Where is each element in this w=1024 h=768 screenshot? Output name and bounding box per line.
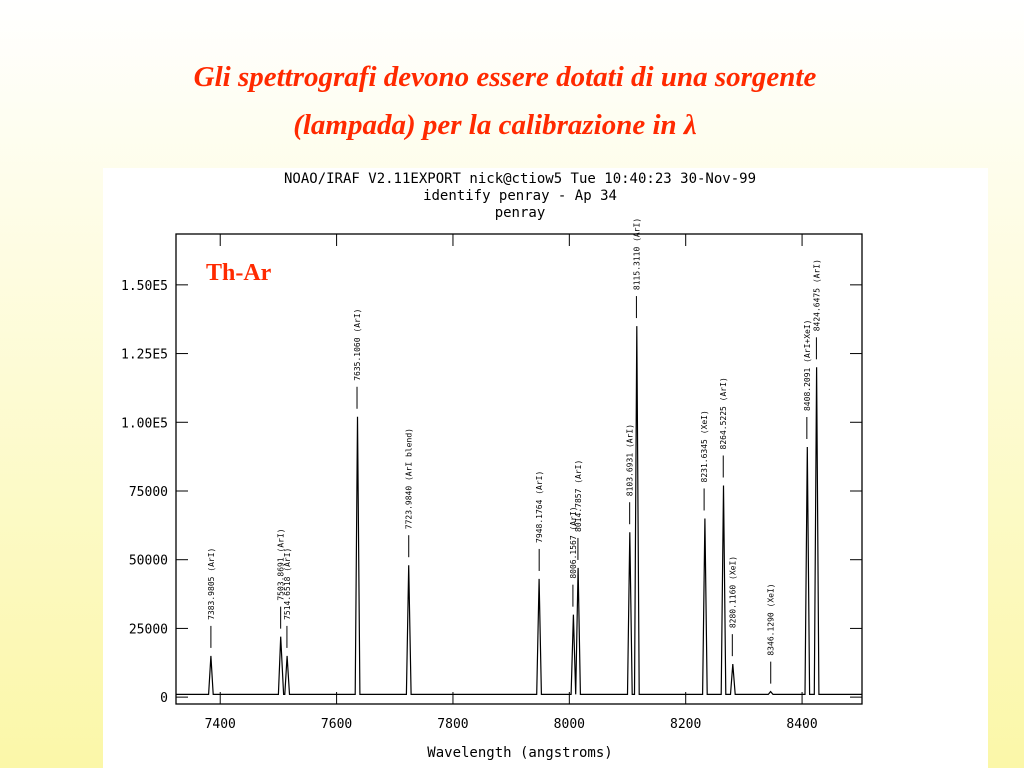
line-id-label: 7383.9805 (ArI) bbox=[207, 548, 216, 620]
line-id-label: 7723.9840 (ArI blend) bbox=[405, 428, 414, 529]
line-id-label: 8014.7857 (ArI) bbox=[574, 460, 583, 532]
slide-title: Gli spettrografi devono essere dotati di… bbox=[194, 61, 817, 93]
chart: NOAO/IRAF V2.11EXPORT nick@ctiow5 Tue 10… bbox=[121, 171, 863, 761]
line-id-label: 7948.1764 (ArI) bbox=[535, 471, 544, 543]
x-tick-label: 8000 bbox=[554, 717, 585, 732]
y-tick-label: 25000 bbox=[129, 622, 168, 637]
slide-title: (lampada) per la calibrazione in λ bbox=[293, 109, 697, 141]
spectrum-line bbox=[176, 326, 862, 695]
chart-header: NOAO/IRAF V2.11EXPORT nick@ctiow5 Tue 10… bbox=[284, 171, 756, 187]
line-id-label: 8103.6931 (ArI) bbox=[626, 424, 635, 496]
x-tick-label: 7600 bbox=[321, 717, 352, 732]
chart-header: penray bbox=[495, 205, 546, 221]
x-tick-label: 7800 bbox=[437, 717, 468, 732]
y-tick-label: 1.50E5 bbox=[121, 279, 168, 294]
line-id-label: 8115.3110 (ArI) bbox=[632, 218, 641, 290]
y-tick-label: 50000 bbox=[129, 554, 168, 569]
y-tick-label: 1.00E5 bbox=[121, 416, 168, 431]
chart-background bbox=[103, 168, 988, 768]
line-id-label: 7503.8691 (ArI) bbox=[277, 528, 286, 600]
line-id-label: 8006.1567 (ArI) bbox=[569, 506, 578, 578]
y-tick-label: 1.25E5 bbox=[121, 348, 168, 363]
chart-header: identify penray - Ap 34 bbox=[423, 188, 617, 204]
x-tick-label: 7400 bbox=[205, 717, 236, 732]
y-tick-label: 75000 bbox=[129, 485, 168, 500]
line-id-label: 8424.6475 (ArI) bbox=[812, 259, 821, 331]
line-id-label: 7635.1060 (ArI) bbox=[353, 309, 362, 381]
line-id-label: 8346.1290 (XeI) bbox=[767, 583, 776, 655]
annotation: Th-Ar bbox=[206, 260, 272, 286]
line-id-label: 7514.6518 (ArI) bbox=[283, 548, 292, 620]
line-id-label: 8264.5225 (ArI) bbox=[719, 377, 728, 449]
plot-frame bbox=[175, 233, 863, 705]
x-tick-label: 8200 bbox=[670, 717, 701, 732]
line-id-label: 8408.2091 (ArI+XeI) bbox=[803, 319, 812, 411]
x-axis-label: Wavelength (angstroms) bbox=[427, 745, 612, 761]
line-id-label: 8231.6345 (XeI) bbox=[700, 410, 709, 482]
line-id-label: 8280.1160 (XeI) bbox=[728, 556, 737, 628]
x-tick-label: 8400 bbox=[786, 717, 817, 732]
y-tick-label: 0 bbox=[160, 691, 168, 706]
